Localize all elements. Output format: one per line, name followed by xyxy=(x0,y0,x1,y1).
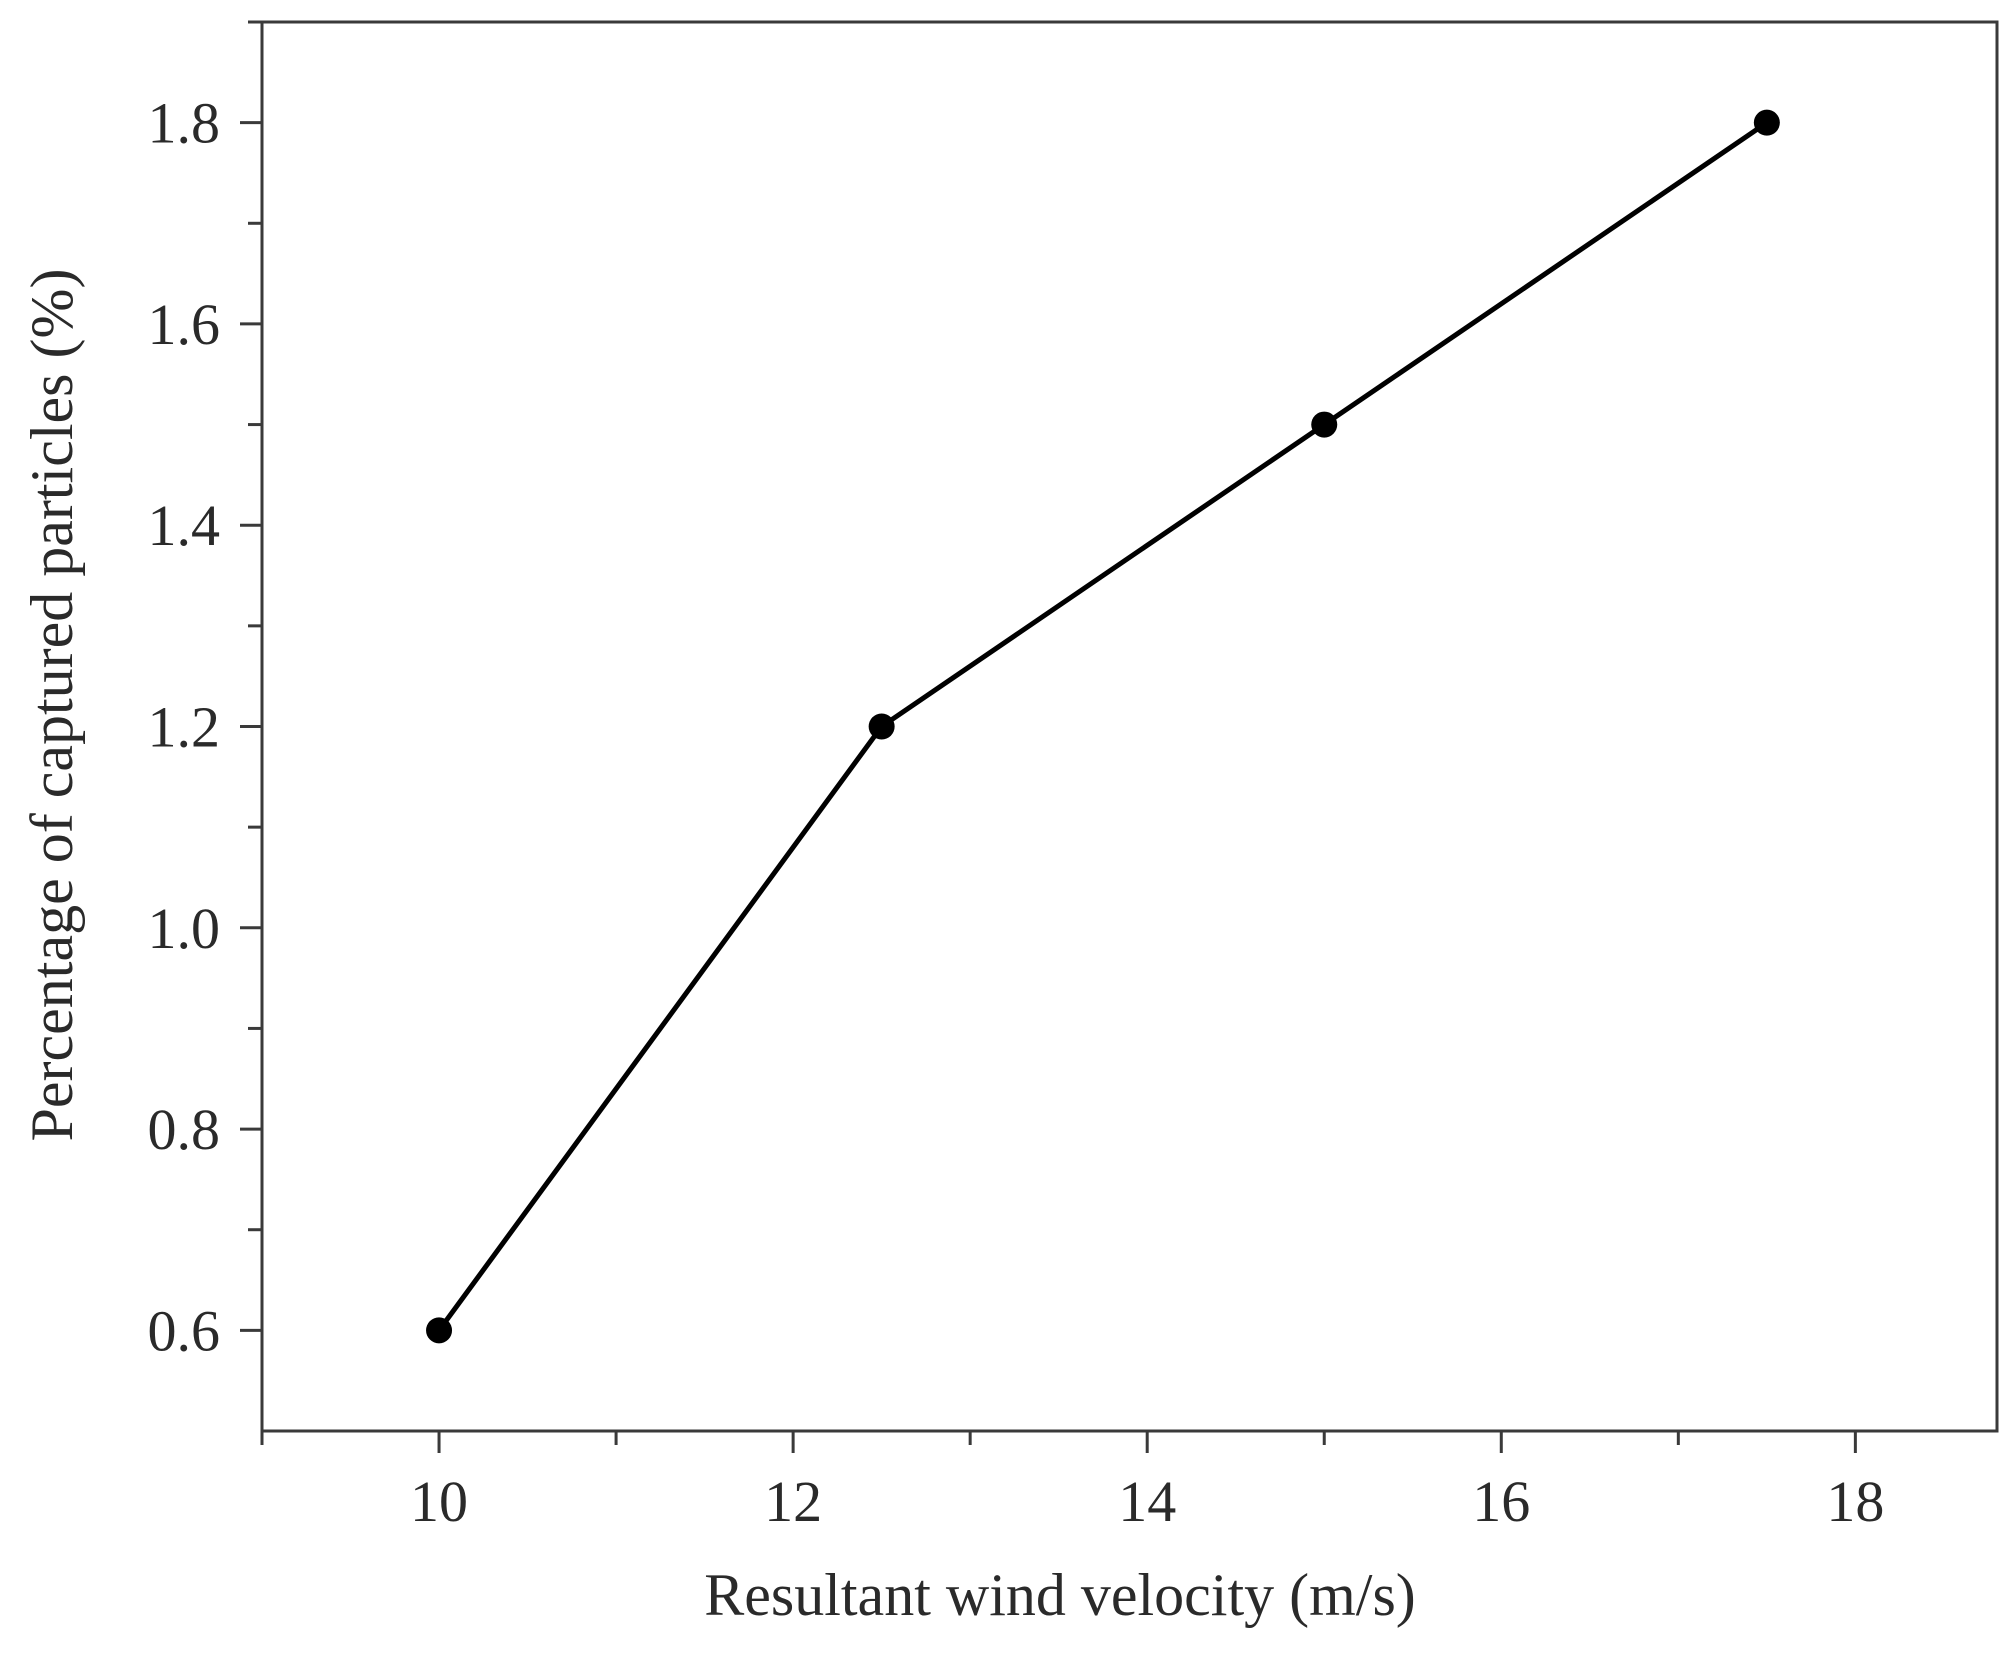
y-tick-label: 1.8 xyxy=(148,91,221,156)
y-axis-title: Percentage of captured particles (%) xyxy=(19,269,85,1142)
data-point xyxy=(1753,109,1780,136)
x-axis-title: Resultant wind velocity (m/s) xyxy=(704,1562,1416,1628)
y-tick-label: 0.8 xyxy=(148,1097,221,1162)
data-point xyxy=(1311,411,1338,438)
x-tick-label: 12 xyxy=(764,1469,822,1534)
y-tick-label: 1.4 xyxy=(148,493,221,558)
axis-ticks xyxy=(240,20,1857,1453)
y-tick-label: 0.6 xyxy=(148,1298,221,1363)
x-tick-label: 10 xyxy=(410,1469,468,1534)
y-tick-label: 1.6 xyxy=(148,292,221,357)
x-tick-label: 14 xyxy=(1118,1469,1176,1534)
data-point xyxy=(426,1317,453,1344)
y-tick-label: 1.2 xyxy=(148,695,221,760)
series-lines xyxy=(437,120,1769,1332)
series-line xyxy=(437,120,1769,1332)
series-points xyxy=(426,109,1780,1344)
y-tick-label: 1.0 xyxy=(148,896,221,961)
x-tick-label: 18 xyxy=(1826,1469,1884,1534)
data-point xyxy=(868,713,895,740)
tick-labels: 10 12 14 16 18 0.6 0.8 1.0 1.2 1.4 1.6 1.8 xyxy=(148,91,1885,1534)
x-tick-label: 16 xyxy=(1472,1469,1530,1534)
